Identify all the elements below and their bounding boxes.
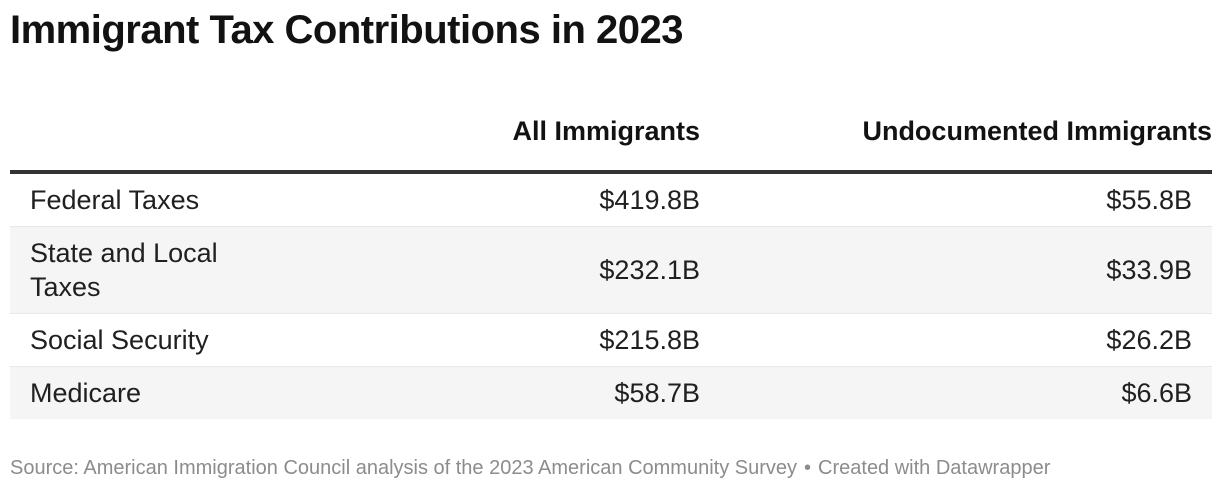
table-header: All Immigrants Undocumented Immigrants [10,114,1212,174]
column-header-row-labels [10,114,250,174]
table-row: Federal Taxes $419.8B $55.8B [10,172,1212,227]
footer-separator: • [804,457,812,479]
row-label: Medicare [10,366,250,419]
cell-value-undocumented-immigrants: $6.6B [700,366,1212,419]
table-row: Social Security $215.8B $26.2B [10,313,1212,367]
table-body: Federal Taxes $419.8B $55.8B State and Loca… [10,172,1212,419]
cell-value-all-immigrants: $215.8B [250,313,700,367]
source-footer: Source: American Immigration Council ana… [10,455,1212,481]
data-table: All Immigrants Undocumented Immigrants F… [10,114,1212,419]
source-text: Source: American Immigration Council ana… [10,457,798,479]
table-row: Medicare $58.7B $6.6B [10,366,1212,419]
cell-value-all-immigrants: $419.8B [599,185,700,215]
table-row: State and Local Taxes $232.1B $33.9B [10,226,1212,314]
column-header-undocumented-immigrants: Undocumented Immigrants [700,114,1212,174]
cell-value-undocumented-immigrants: $33.9B [700,226,1212,314]
cell-value-undocumented-immigrants: $55.8B [1106,185,1192,215]
cell-value-all-immigrants: $232.1B [250,226,700,314]
cell-value-all-immigrants: $58.7B [250,366,700,419]
row-label: State and Local Taxes [10,226,250,314]
column-header-all-immigrants: All Immigrants [250,114,700,174]
cell-value-undocumented-immigrants: $26.2B [700,313,1212,367]
page-title: Immigrant Tax Contributions in 2023 [10,8,683,52]
row-label: Social Security [10,313,250,367]
datawrapper-credit-link[interactable]: Created with Datawrapper [818,457,1051,479]
row-label: Federal Taxes [30,185,200,215]
